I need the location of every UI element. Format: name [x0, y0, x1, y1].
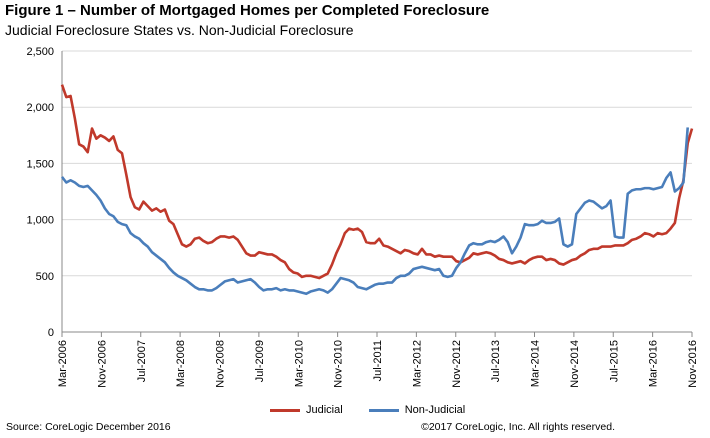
- y-tick-label: 500: [36, 271, 54, 283]
- series-line-non-judicial: [60, 127, 690, 296]
- y-tick-label: 1,000: [26, 215, 54, 227]
- x-tick-label: Mar-2016: [648, 340, 660, 387]
- x-tick-label: Mar-2010: [293, 340, 305, 387]
- chart-title: Figure 1 – Number of Mortgaged Homes per…: [5, 2, 490, 19]
- x-tick-label: Mar-2006: [57, 340, 69, 387]
- x-tick-label: Nov-2008: [215, 340, 227, 388]
- source-note: Source: CoreLogic December 2016: [6, 421, 171, 433]
- x-tick-label: Mar-2014: [530, 340, 542, 387]
- x-tick-label: Mar-2012: [411, 340, 423, 387]
- line-chart: 0 500 1,000 1,500 2,000 2,500 Mar-2006 Nov-2006…: [26, 46, 699, 388]
- legend-item-judicial: Judicial: [270, 404, 343, 416]
- legend-swatch-judicial: [270, 408, 300, 412]
- legend-swatch-non-judicial: [368, 408, 399, 412]
- series-line-judicial: [60, 84, 694, 280]
- x-tick-label: Jul-2013: [490, 340, 502, 382]
- x-tick-label: Nov-2010: [333, 340, 345, 388]
- x-tick-label: Jul-2009: [254, 340, 266, 382]
- copyright-note: ©2017 CoreLogic, Inc. All rights reserve…: [421, 421, 615, 433]
- x-tick-label: Nov-2016: [687, 340, 699, 388]
- x-tick-label: Jul-2007: [136, 340, 148, 382]
- legend-item-non-judicial: Non-Judicial: [368, 404, 466, 416]
- y-tick-label: 2,000: [26, 102, 54, 114]
- y-tick-label: 2,500: [26, 46, 54, 58]
- x-tick-label: Jul-2015: [608, 340, 620, 382]
- y-tick-label: 1,500: [26, 158, 54, 170]
- legend-label-judicial: Judicial: [306, 404, 343, 416]
- x-tick-label: Mar-2008: [175, 340, 187, 387]
- x-tick-label: Nov-2014: [569, 340, 581, 388]
- y-tick-label: 0: [48, 327, 54, 339]
- x-tick-label: Nov-2012: [451, 340, 463, 388]
- legend: Judicial Non-Judicial: [270, 404, 491, 416]
- chart-subtitle: Judicial Foreclosure States vs. Non-Judi…: [5, 22, 354, 38]
- legend-label-non-judicial: Non-Judicial: [404, 404, 466, 416]
- x-tick-label: Jul-2011: [372, 340, 384, 381]
- x-tick-label: Nov-2006: [96, 340, 108, 388]
